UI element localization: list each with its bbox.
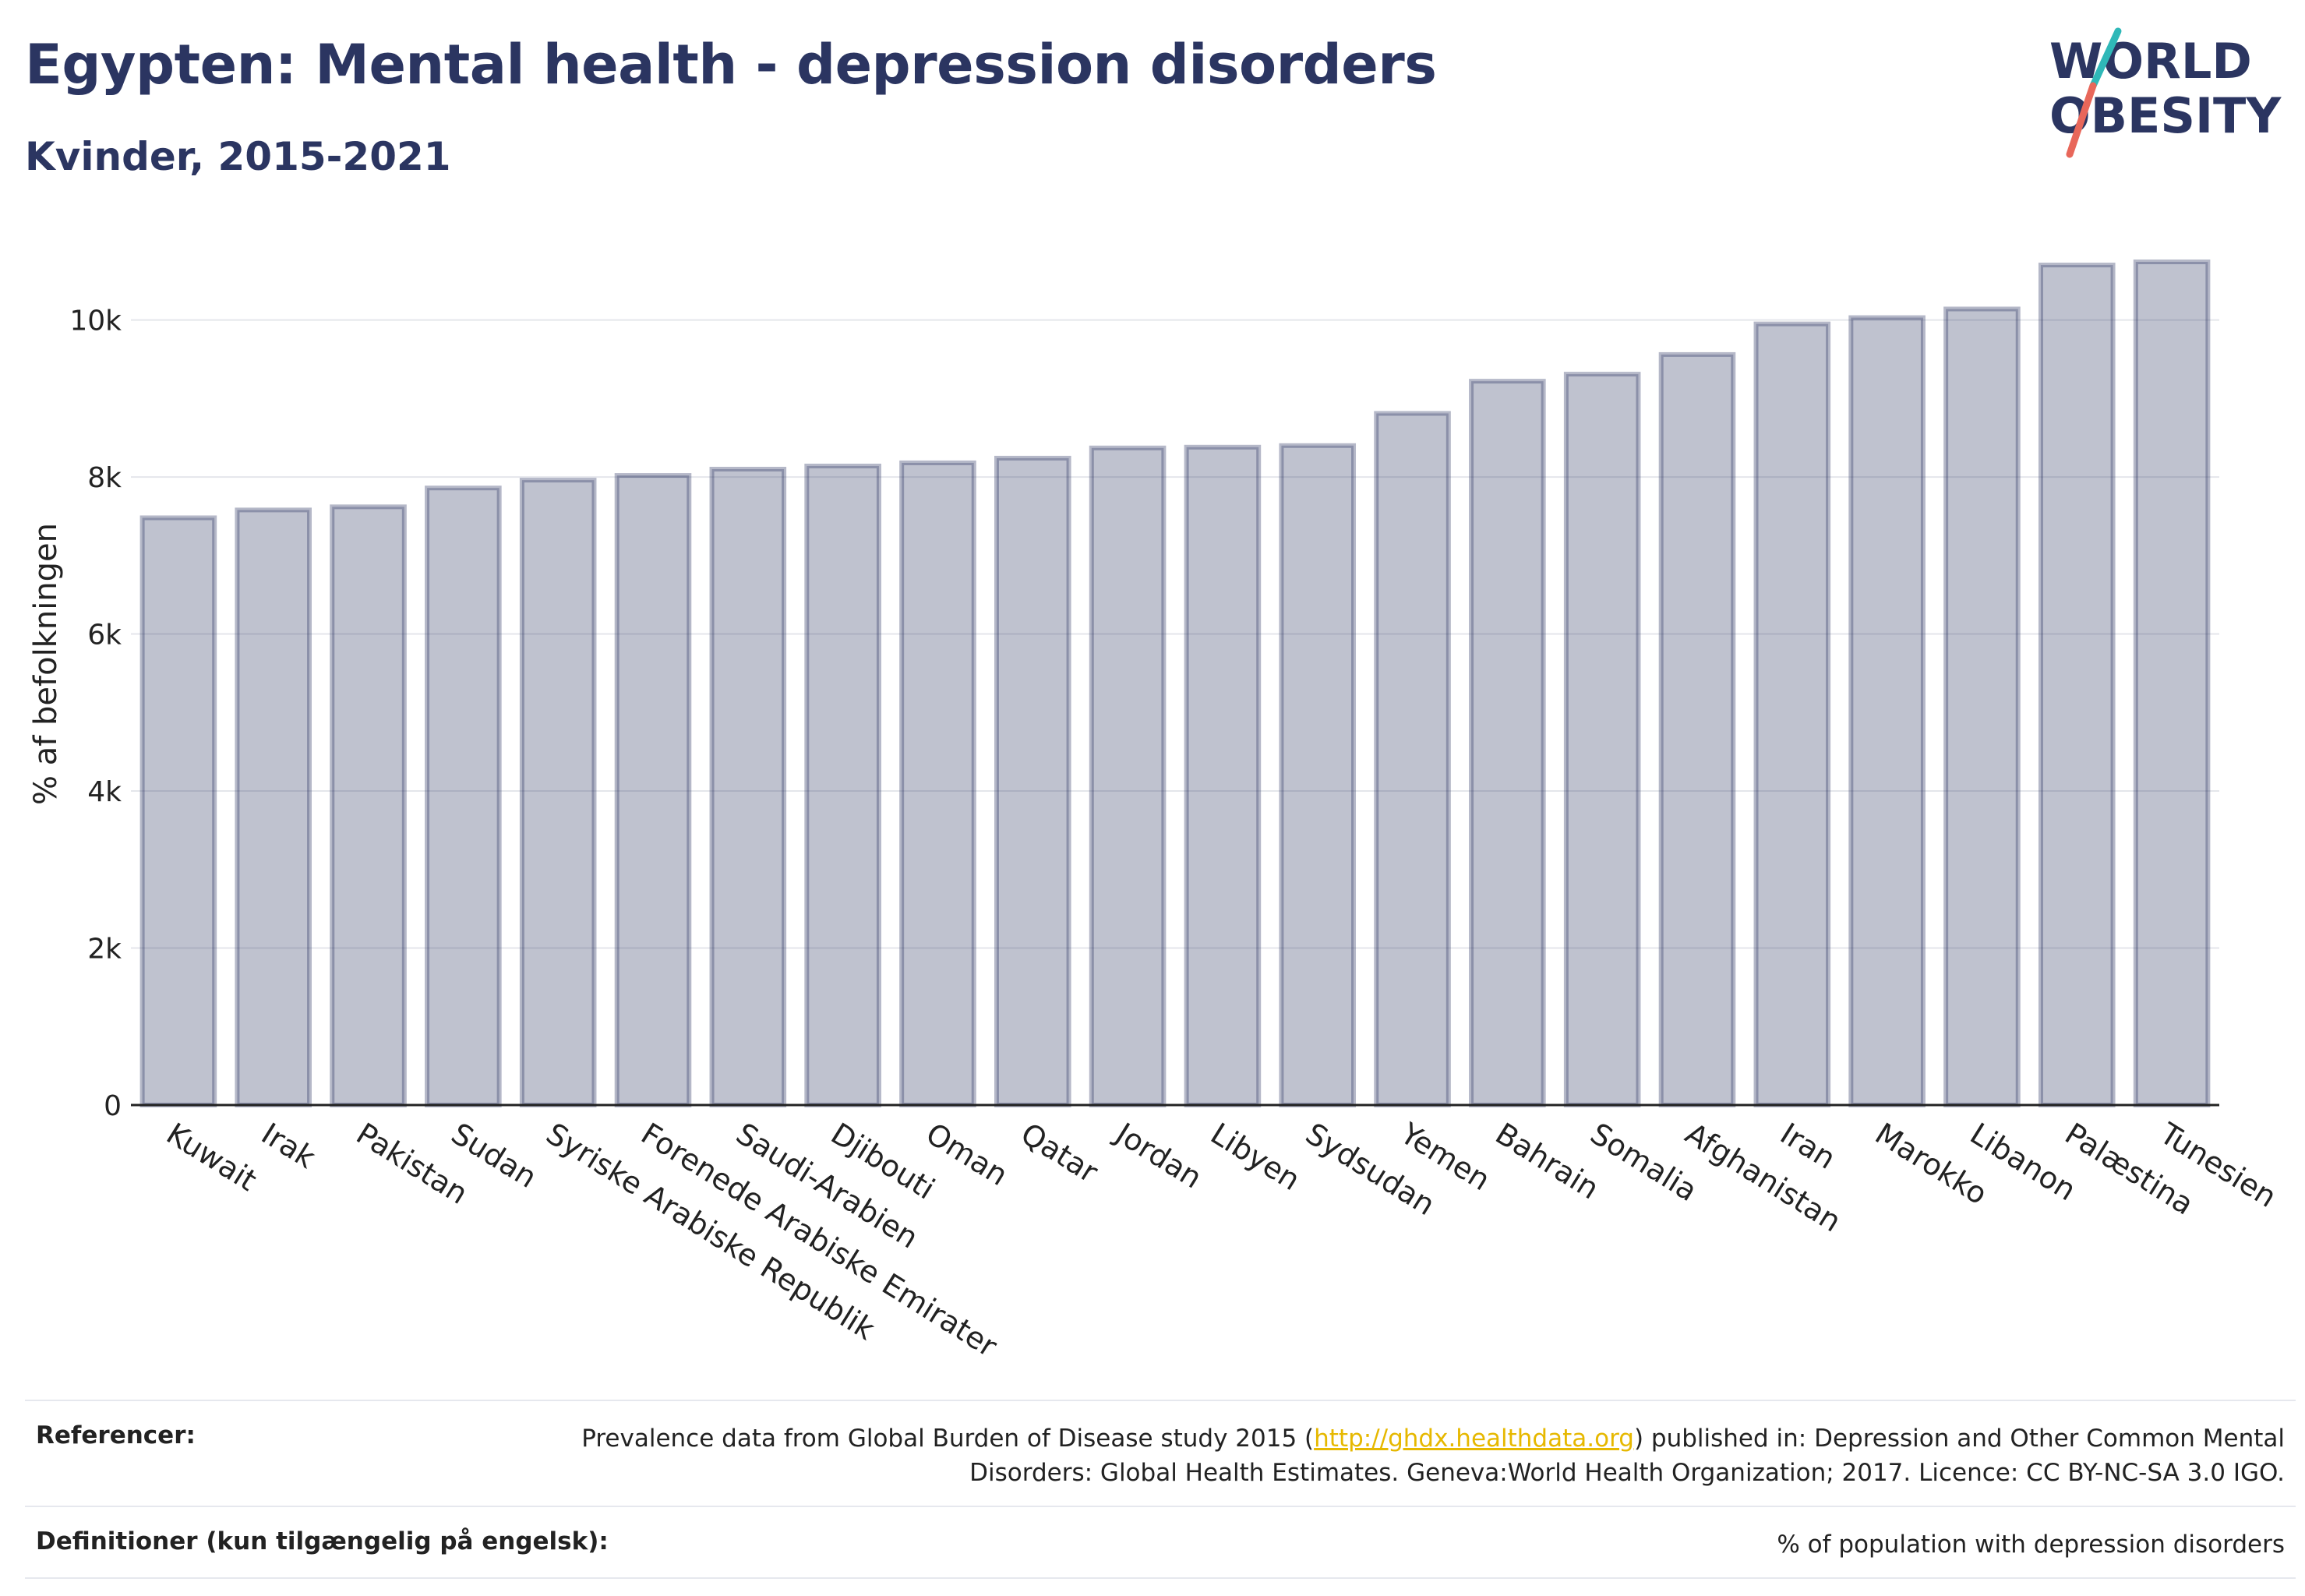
x-category-label: Jordan	[1109, 1115, 1209, 1195]
bar[interactable]	[2038, 263, 2116, 1107]
bar[interactable]	[804, 463, 881, 1107]
x-category-label: Somalia	[1584, 1116, 1703, 1208]
bar[interactable]	[139, 515, 217, 1107]
world-obesity-logo: WORLD OBESITY	[2049, 27, 2282, 158]
bar[interactable]	[614, 473, 692, 1107]
bar[interactable]	[425, 486, 502, 1107]
x-category-label: Kuwait	[161, 1116, 263, 1198]
gridlines	[131, 319, 2219, 949]
footer: Referencer: Prevalence data from Global …	[25, 1400, 2296, 1579]
bar[interactable]	[709, 467, 787, 1107]
x-category-label: Libyen	[1205, 1116, 1306, 1197]
chart-subtitle: Kvinder, 2015-2021	[25, 134, 451, 179]
y-tick-label: 0	[104, 1090, 122, 1122]
y-tick-label: 2k	[87, 934, 122, 966]
y-axis-ticks: 0 2k 4k 6k 8k 10k	[69, 305, 122, 1122]
chart-title: Egypten: Mental health - depression diso…	[25, 33, 1437, 97]
logo-slash-teal	[2089, 27, 2122, 90]
bar[interactable]	[1279, 443, 1357, 1107]
references-text: Prevalence data from Global Burden of Di…	[581, 1425, 2285, 1487]
bar[interactable]	[994, 455, 1071, 1107]
bar[interactable]	[1563, 372, 1641, 1107]
references-row: Referencer: Prevalence data from Global …	[25, 1400, 2296, 1506]
definitions-label: Definitioner (kun tilgængelig på engelsk…	[36, 1527, 609, 1555]
bar[interactable]	[1658, 351, 1736, 1107]
logo-slash-coral	[2066, 82, 2097, 158]
definitions-row: Definitioner (kun tilgængelig på engelsk…	[25, 1506, 2296, 1579]
bar[interactable]	[1943, 306, 2021, 1107]
references-label: Referencer:	[36, 1421, 196, 1449]
x-category-label: Bahrain	[1490, 1116, 1605, 1206]
definitions-text: % of population with depression disorder…	[1777, 1531, 2285, 1559]
x-category-label: Irak	[256, 1116, 321, 1175]
x-category-label: Iran	[1774, 1116, 1841, 1176]
references-link[interactable]: http://ghdx.healthdata.org	[1314, 1425, 1634, 1453]
y-tick-label: 10k	[69, 305, 122, 337]
bar[interactable]	[1184, 444, 1262, 1107]
y-tick-label: 6k	[87, 620, 122, 651]
bar[interactable]	[1089, 445, 1167, 1107]
bar[interactable]	[519, 478, 597, 1107]
x-category-label: Qatar	[1015, 1116, 1104, 1189]
y-axis-title: % af befolkningen	[28, 523, 64, 805]
y-tick-label: 8k	[87, 462, 122, 494]
bar[interactable]	[1469, 379, 1546, 1108]
bar[interactable]	[1848, 315, 1926, 1107]
bar[interactable]	[2133, 260, 2211, 1107]
bar[interactable]	[1753, 321, 1831, 1107]
bar[interactable]	[235, 507, 312, 1107]
bar[interactable]	[1374, 411, 1451, 1107]
bar[interactable]	[330, 504, 407, 1107]
logo-line-world: WORLD	[2049, 33, 2252, 90]
bars	[139, 260, 2211, 1108]
bar[interactable]	[899, 460, 976, 1107]
y-tick-label: 4k	[87, 776, 122, 808]
